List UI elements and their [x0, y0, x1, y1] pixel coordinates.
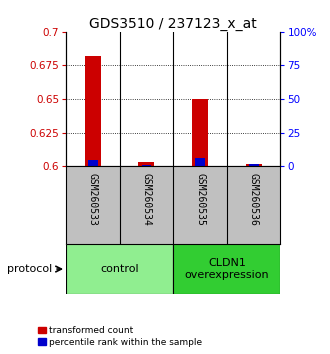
- Text: GSM260534: GSM260534: [142, 173, 151, 225]
- Bar: [66, 244, 173, 294]
- Text: GSM260536: GSM260536: [249, 173, 259, 225]
- Text: GSM260535: GSM260535: [195, 173, 205, 225]
- Bar: [88, 160, 98, 166]
- Bar: [192, 99, 208, 166]
- Bar: [85, 56, 101, 166]
- Bar: [142, 165, 151, 166]
- Text: protocol: protocol: [7, 264, 52, 274]
- Title: GDS3510 / 237123_x_at: GDS3510 / 237123_x_at: [89, 17, 257, 31]
- Bar: [173, 244, 280, 294]
- Text: GSM260533: GSM260533: [88, 173, 98, 225]
- Legend: transformed count, percentile rank within the sample: transformed count, percentile rank withi…: [38, 325, 203, 348]
- Text: CLDN1
overexpression: CLDN1 overexpression: [184, 258, 269, 280]
- Bar: [246, 164, 262, 166]
- Text: control: control: [100, 264, 139, 274]
- Bar: [195, 158, 205, 166]
- Bar: [138, 162, 154, 166]
- Bar: [249, 164, 258, 166]
